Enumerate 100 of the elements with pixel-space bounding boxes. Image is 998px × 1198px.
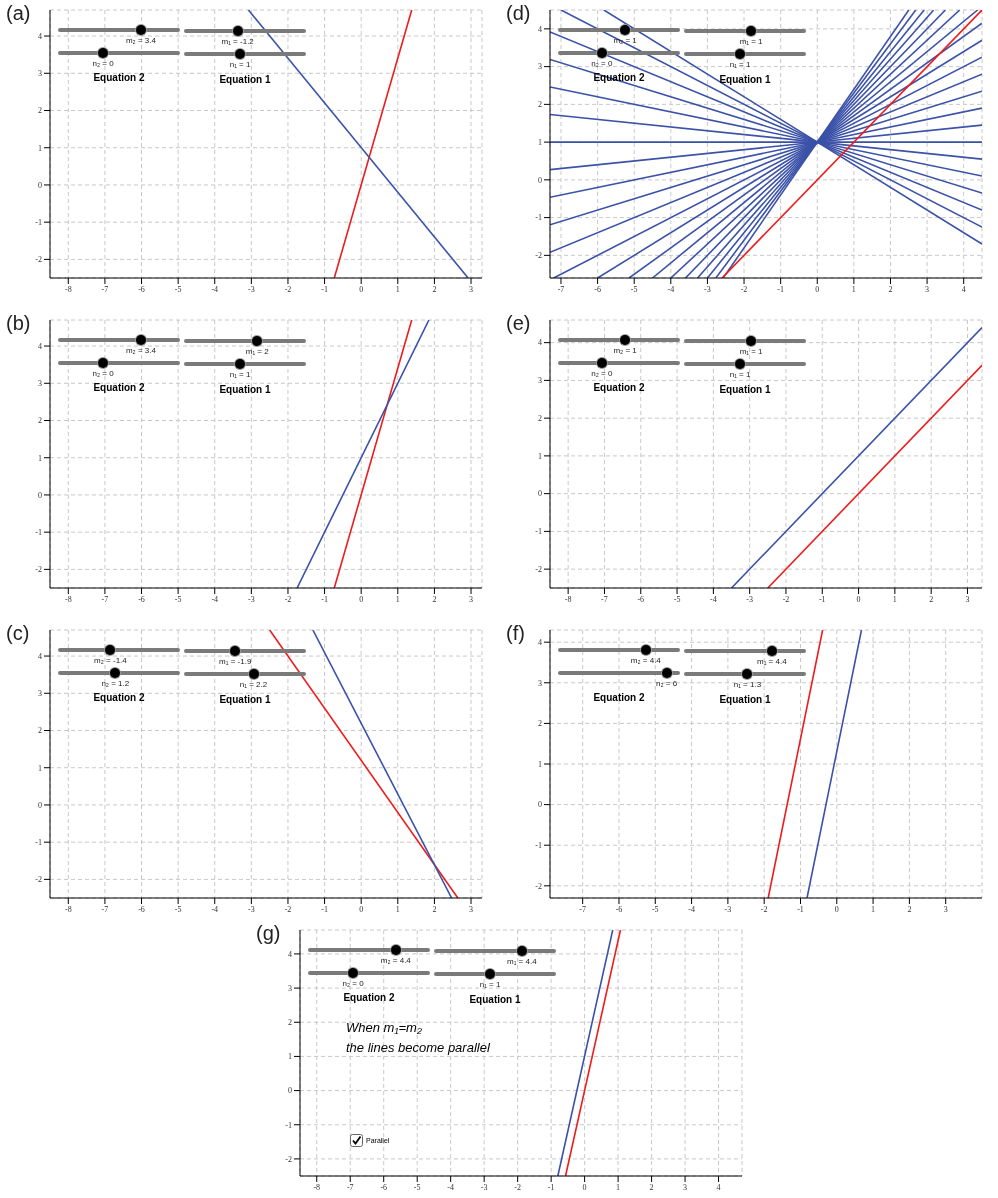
annotation: Equation 1	[218, 694, 272, 705]
annotation: Equation 2	[592, 692, 646, 703]
y-tick-label: 2	[288, 1018, 292, 1028]
y-tick-label: 0	[538, 489, 542, 499]
x-tick-label: -5	[174, 904, 182, 914]
x-tick-label: 1	[871, 904, 876, 914]
annotation: Equation 2	[92, 692, 146, 703]
chart-title: (c)	[6, 622, 30, 645]
y-tick-label: 1	[38, 763, 42, 773]
annotation: m₂ = -1.4	[93, 656, 128, 665]
annotation: n₂ = 0	[91, 59, 115, 68]
x-tick-label: -3	[248, 904, 255, 914]
x-tick-label: 3	[683, 1182, 688, 1192]
annotation: m₁ = -1.9	[218, 657, 253, 666]
x-tick-label: -6	[380, 1182, 388, 1192]
x-tick-label: -7	[557, 284, 565, 294]
x-tick-label: -6	[615, 904, 623, 914]
x-tick-label: -5	[673, 594, 681, 604]
annotation: m₁ = -1.2	[220, 37, 255, 46]
annotation: m₂ = 1	[612, 346, 638, 355]
y-tick-label: 4	[538, 638, 542, 648]
y-tick-label: 1	[288, 1052, 292, 1062]
x-tick-label: -2	[782, 594, 790, 604]
y-tick-label: 4	[38, 341, 42, 351]
x-tick-label: -3	[248, 284, 255, 294]
annotation: n₁ = 1.3	[732, 680, 763, 689]
x-tick-label: 1	[395, 284, 400, 294]
annotation: m₁ = 4.4	[506, 957, 538, 966]
x-tick-label: 3	[469, 284, 474, 294]
y-tick-label: -1	[35, 838, 42, 848]
y-tick-label: 0	[288, 1086, 292, 1096]
y-tick-label: 0	[38, 180, 42, 190]
x-tick-label: -5	[651, 904, 659, 914]
x-tick-label: 0	[359, 594, 364, 604]
x-tick-label: -4	[211, 904, 219, 914]
y-tick-label: 1	[538, 137, 542, 147]
chart-title: (g)	[256, 922, 281, 945]
y-tick-label: 2	[538, 719, 542, 729]
x-tick-label: -1	[547, 1182, 555, 1192]
chart-title: (b)	[6, 312, 31, 335]
x-tick-label: -4	[667, 284, 675, 294]
y-tick-label: 2	[538, 413, 542, 423]
y-tick-label: -1	[35, 528, 42, 538]
annotation: m₂ = 3.4	[124, 36, 157, 45]
x-tick-label: -6	[594, 284, 601, 294]
x-tick-label: 3	[943, 904, 948, 914]
x-tick-label: 2	[432, 284, 437, 294]
x-tick-label: -1	[818, 594, 826, 604]
y-tick-label: 2	[38, 106, 42, 116]
y-tick-label: -2	[35, 875, 42, 885]
annotation: m₁ = 2	[244, 347, 270, 356]
y-tick-label: -1	[535, 213, 542, 223]
y-tick-label: 2	[38, 726, 42, 736]
x-tick-label: 1	[892, 594, 897, 604]
x-tick-label: -6	[138, 284, 145, 294]
annotation: n₁ = 2.2	[238, 680, 269, 689]
x-tick-label: 0	[815, 284, 820, 294]
x-tick-label: -1	[777, 284, 784, 294]
annotation: Equation 1	[218, 74, 272, 85]
x-tick-label: -6	[138, 904, 145, 914]
y-tick-label: 4	[538, 24, 542, 34]
annotation: m₂ = 3.4	[124, 346, 157, 355]
x-tick-label: 0	[834, 904, 839, 914]
x-tick-label: -4	[211, 284, 219, 294]
annotation: When m₁=m₂	[346, 1020, 422, 1035]
x-tick-label: -4	[447, 1182, 455, 1192]
y-tick-label: 0	[538, 800, 542, 810]
x-tick-label: -3	[724, 904, 732, 914]
x-tick-label: -8	[64, 904, 72, 914]
y-tick-label: 3	[288, 983, 292, 993]
x-tick-label: -3	[746, 594, 753, 604]
x-tick-label: -7	[101, 594, 109, 604]
x-tick-label: -5	[630, 284, 638, 294]
x-tick-label: -8	[313, 1182, 321, 1192]
x-tick-label: -7	[579, 904, 587, 914]
x-tick-label: -5	[413, 1182, 421, 1192]
annotation: m₁ = 1	[738, 347, 764, 356]
y-tick-label: 1	[38, 453, 42, 463]
x-tick-label: 2	[907, 904, 912, 914]
x-tick-label: 4	[961, 284, 966, 294]
annotation: n₂ = 6	[655, 679, 679, 688]
annotation: n₁ = 1	[728, 60, 752, 69]
x-tick-label: 2	[888, 284, 893, 294]
annotation: n₁ = 1	[228, 370, 252, 379]
y-tick-label: -1	[35, 218, 42, 228]
x-tick-label: 0	[359, 284, 364, 294]
y-tick-label: -2	[35, 255, 42, 265]
x-tick-label: 3	[469, 904, 474, 914]
annotation: Equation 1	[718, 384, 772, 395]
x-tick-label: 0	[582, 1182, 587, 1192]
annotation: n₁ = 1	[478, 980, 502, 989]
x-tick-label: -5	[174, 594, 182, 604]
annotation: Equation 1	[718, 74, 772, 85]
y-tick-label: 0	[38, 800, 42, 810]
chart-title: (e)	[506, 312, 531, 335]
y-tick-label: 1	[38, 143, 42, 153]
x-tick-label: -6	[637, 594, 645, 604]
annotation: n₂ = 0	[590, 369, 614, 378]
x-tick-label: -3	[480, 1182, 488, 1192]
y-tick-label: 2	[38, 416, 42, 426]
